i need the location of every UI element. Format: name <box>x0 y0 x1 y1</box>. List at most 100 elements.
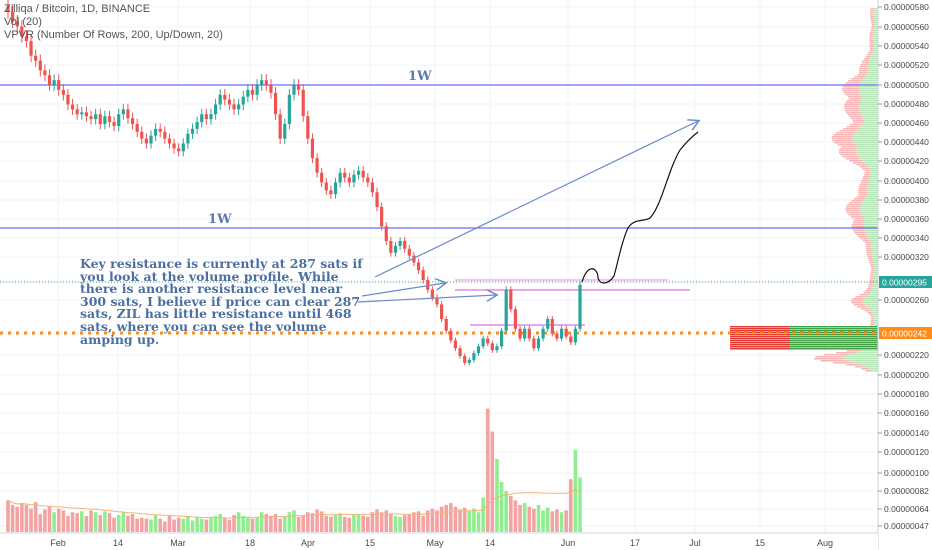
profile-bar-up <box>855 144 878 146</box>
volume-bar <box>366 516 370 532</box>
profile-bar-down <box>832 140 853 142</box>
profile-bar-up <box>873 46 878 48</box>
candle-body <box>190 128 195 134</box>
time-axis[interactable]: Feb 14 Mar 18 Apr 15 May 14 Jun 17 Jul 15 Aug <box>0 532 878 550</box>
price-tick-label: 0.00000120 <box>884 447 929 457</box>
candle-body <box>11 11 15 22</box>
profile-bar-up <box>872 52 878 54</box>
profile-node-down <box>730 346 790 348</box>
candle-body <box>98 114 102 124</box>
volume-bar <box>568 479 573 532</box>
profile-bar-down <box>846 350 861 352</box>
candle-body <box>70 104 75 110</box>
candle-body <box>527 328 531 339</box>
profile-bar-down <box>869 324 874 326</box>
vpvr-indicator-label[interactable]: VPVR (Number Of Rows, 200, Up/Down, 20) <box>4 29 223 41</box>
volume-indicator-label[interactable]: Vol (20) <box>4 16 42 28</box>
candle-body <box>555 333 559 339</box>
candle-body <box>564 328 568 337</box>
profile-bar-down <box>836 352 855 354</box>
volume-bar <box>163 521 167 532</box>
profile-bar-up <box>860 364 878 366</box>
profile-bar-up <box>865 366 878 368</box>
profile-bar-down <box>854 76 866 78</box>
profile-node-down <box>730 336 790 338</box>
profile-bar-up <box>870 172 878 174</box>
profile-node-up <box>790 338 878 340</box>
profile-bar-down <box>867 256 873 258</box>
volume-bar <box>38 514 43 532</box>
price-tick-label: 0.00000340 <box>884 233 929 243</box>
time-tick-label: 17 <box>630 538 640 548</box>
price-tick-label: 0.00000500 <box>884 80 929 90</box>
symbol-title[interactable]: Zilliqa / Bitcoin, 1D, BINANCE <box>4 3 151 15</box>
candle-body <box>117 114 121 126</box>
profile-bar-up <box>860 158 878 160</box>
volume-bar <box>158 518 163 532</box>
price-tick-label: 0.00000220 <box>884 350 929 360</box>
profile-bar-down <box>853 162 865 164</box>
candle-body <box>94 114 98 120</box>
profile-bar-down <box>848 98 862 100</box>
candle-body <box>435 297 439 305</box>
volume-bar <box>89 510 93 532</box>
profile-bar-down <box>838 150 857 152</box>
profile-bar-up <box>871 56 878 58</box>
profile-bar-down <box>845 206 861 208</box>
candle-body <box>38 60 42 71</box>
candle-body <box>140 131 144 139</box>
profile-bar-down <box>869 38 874 40</box>
profile-bar-up <box>863 224 878 226</box>
profile-bar-up <box>859 108 878 110</box>
candle-body <box>43 70 47 76</box>
candle-body <box>546 319 550 329</box>
volume-bar <box>485 408 490 532</box>
candle-body <box>287 94 291 124</box>
profile-bar-up <box>857 146 878 148</box>
price-tick-label: 0.00000420 <box>884 156 929 166</box>
candle-body <box>375 192 379 207</box>
profile-bar-up <box>871 244 878 246</box>
candle-body <box>444 319 448 331</box>
volume-bar <box>6 500 10 532</box>
arrow-to-300 <box>361 283 445 297</box>
candle-body <box>467 359 471 363</box>
candle-body <box>481 338 485 347</box>
analysis-note[interactable]: Key resistance is currently at 287 sats … <box>80 256 363 347</box>
volume-bar <box>559 512 564 532</box>
profile-bar-down <box>823 354 849 356</box>
volume-bar <box>379 512 384 532</box>
candle-body <box>398 241 402 246</box>
candle-body <box>135 124 139 132</box>
profile-bar-down <box>869 42 874 44</box>
profile-bar-up <box>871 254 878 256</box>
profile-bar-up <box>860 94 878 96</box>
volume-bar <box>402 514 407 532</box>
candlesticks <box>6 0 582 366</box>
profile-bar-down <box>851 118 864 120</box>
volume-bar <box>190 520 195 532</box>
profile-bar-up <box>853 134 878 136</box>
profile-bar-up <box>861 96 878 98</box>
candle-body <box>273 92 278 115</box>
profile-bar-down <box>846 100 861 102</box>
drawings <box>357 121 698 303</box>
candle-body <box>144 138 148 144</box>
volume-bar <box>149 519 153 532</box>
price-axis[interactable]: 0.00000580 0.00000560 0.00000540 0.00000520… <box>877 0 932 550</box>
volume-bar <box>278 518 282 532</box>
profile-bar-down <box>869 34 874 36</box>
volume-bar <box>195 516 199 532</box>
profile-bar-up <box>860 206 878 208</box>
volume-bar <box>84 515 89 532</box>
candle-body <box>458 348 462 357</box>
volume-bar <box>70 512 75 532</box>
volume-bar <box>259 512 264 532</box>
profile-bar-down <box>865 246 872 248</box>
volume-bar <box>227 519 232 532</box>
candle-body <box>573 328 577 343</box>
profile-bar-down <box>860 182 869 184</box>
profile-bar-down <box>845 94 861 96</box>
profile-bar-up <box>861 204 878 206</box>
